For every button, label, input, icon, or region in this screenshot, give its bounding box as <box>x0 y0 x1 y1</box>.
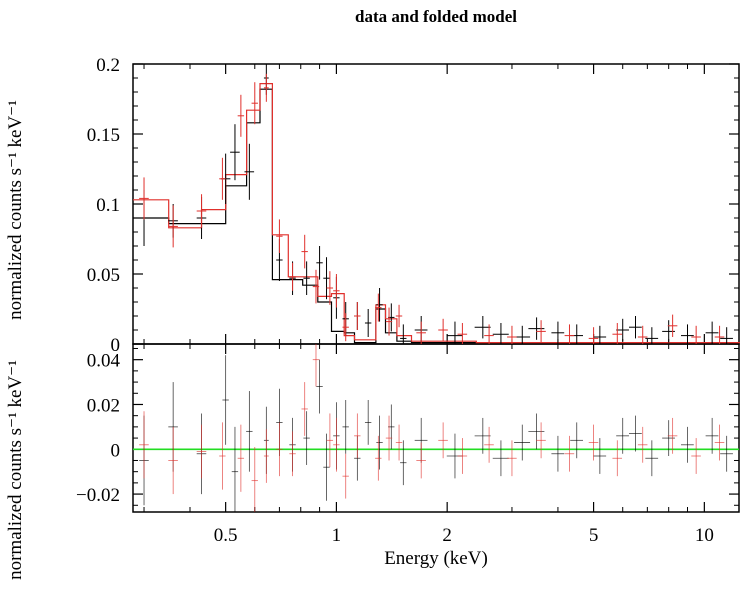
top-panel-frame <box>132 63 740 345</box>
bottom-y-tick-label: 0.02 <box>87 395 120 416</box>
x-axis-label: Energy (keV) <box>384 548 488 569</box>
x-tick-label: 5 <box>589 525 599 546</box>
top-y-tick-label: 0.1 <box>96 195 120 216</box>
model-step-line-1 <box>133 83 740 344</box>
bottom-y-tick-label: −0.02 <box>76 485 120 506</box>
x-tick-label: 0.5 <box>214 525 238 546</box>
chart-title: data and folded model <box>355 7 517 26</box>
top-y-tick-label: 0 <box>111 335 121 356</box>
bottom-y-tick-label: 0.04 <box>87 351 121 372</box>
x-tick-label: 10 <box>695 525 714 546</box>
x-tick-label: 1 <box>332 525 342 546</box>
bottom-y-axis-label: normalized counts s⁻¹ keV⁻¹ <box>5 360 26 580</box>
model-step-line-0 <box>133 88 740 344</box>
top-y-axis-label: normalized counts s⁻¹ keV⁻¹ <box>5 100 26 320</box>
top-y-tick-label: 0.05 <box>87 265 120 286</box>
bottom-panel-frame <box>132 343 740 513</box>
top-y-tick-label: 0.15 <box>87 125 120 146</box>
x-tick-label: 2 <box>442 525 452 546</box>
bottom-y-tick-label: 0 <box>111 440 121 461</box>
chart-marks: 0.5 1 2 5 10 0 0.05 0.1 0.15 0.2 −0.02 0 0.02 0.04 <box>76 55 740 546</box>
top-y-tick-label: 0.2 <box>96 55 120 76</box>
